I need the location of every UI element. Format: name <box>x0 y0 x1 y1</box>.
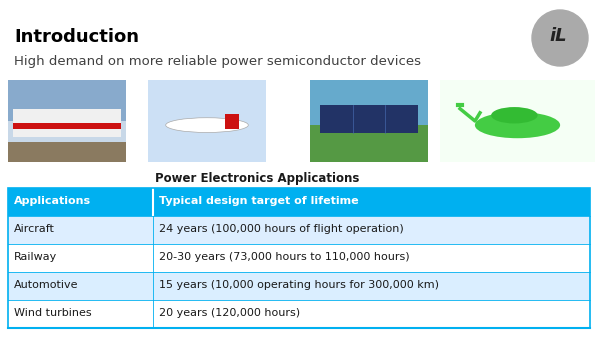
Bar <box>8 188 590 216</box>
Text: Applications: Applications <box>14 196 91 207</box>
Bar <box>440 80 595 162</box>
Ellipse shape <box>491 107 538 123</box>
Text: Typical design target of lifetime: Typical design target of lifetime <box>159 196 359 207</box>
Text: 15 years (10,000 operating hours for 300,000 km): 15 years (10,000 operating hours for 300… <box>159 280 439 290</box>
Bar <box>320 104 418 133</box>
Text: 20 years (120,000 hours): 20 years (120,000 hours) <box>159 308 300 318</box>
Bar <box>225 115 239 129</box>
Text: Railway: Railway <box>14 252 57 263</box>
Bar <box>440 80 595 162</box>
Text: Aircraft: Aircraft <box>14 224 55 235</box>
Ellipse shape <box>166 118 248 132</box>
Bar <box>13 109 121 137</box>
Ellipse shape <box>475 112 560 138</box>
Bar <box>8 216 590 244</box>
Text: iL: iL <box>549 27 567 45</box>
Bar <box>8 300 590 328</box>
Bar <box>310 80 428 162</box>
Bar <box>8 80 126 162</box>
Bar <box>148 80 266 162</box>
Bar <box>8 188 590 328</box>
Text: Wind turbines: Wind turbines <box>14 308 91 318</box>
Bar <box>8 142 126 162</box>
Bar <box>13 123 121 129</box>
Bar <box>8 80 126 121</box>
Text: 20-30 years (73,000 hours to 110,000 hours): 20-30 years (73,000 hours to 110,000 hou… <box>159 252 410 263</box>
Bar <box>8 272 590 300</box>
Text: Introduction: Introduction <box>14 28 139 46</box>
Bar <box>310 125 428 162</box>
Bar <box>8 244 590 272</box>
Text: Power Electronics Applications: Power Electronics Applications <box>155 172 359 185</box>
Circle shape <box>532 10 588 66</box>
Text: 24 years (100,000 hours of flight operation): 24 years (100,000 hours of flight operat… <box>159 224 404 235</box>
Bar <box>148 80 266 162</box>
Text: High demand on more reliable power semiconductor devices: High demand on more reliable power semic… <box>14 55 421 68</box>
Text: Automotive: Automotive <box>14 280 78 290</box>
Bar <box>310 80 428 125</box>
